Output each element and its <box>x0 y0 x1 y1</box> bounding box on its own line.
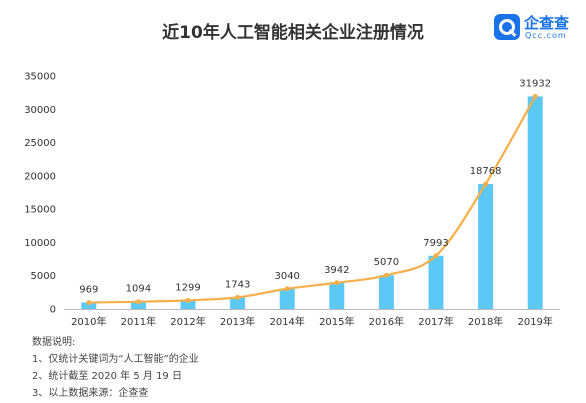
x-tick-label: 2017年 <box>418 315 453 328</box>
data-label: 1299 <box>175 282 200 293</box>
x-tick-label: 2018年 <box>468 315 503 328</box>
search-icon <box>494 14 520 40</box>
y-tick-label: 30000 <box>24 105 56 116</box>
data-label: 18768 <box>470 166 502 177</box>
data-labels: 969 1094 1299 1743 3040 3942 5070 7993 18768 3193… <box>79 78 551 295</box>
x-tick-label: 2014年 <box>269 315 304 328</box>
bar <box>230 297 246 309</box>
bars <box>81 96 543 310</box>
chart-title: 近10年人工智能相关企业注册情况 <box>162 23 424 43</box>
trend-point <box>433 253 439 259</box>
brand-logo: 企查查 Qcc.com <box>494 12 578 46</box>
y-tick-label: 10000 <box>24 238 56 249</box>
brand-name: 企查查 <box>524 14 570 32</box>
x-axis: 2010年 2011年 2012年 2013年 2014年 2015年 2016年 2017年… <box>71 315 553 328</box>
trend-points <box>86 93 538 306</box>
x-tick-label: 2011年 <box>121 315 156 328</box>
bar <box>130 301 146 309</box>
brand-domain: Qcc.com <box>525 31 567 40</box>
trend-line <box>88 95 537 304</box>
y-axis: 0 5000 10000 15000 20000 25000 30000 35000 <box>24 72 56 316</box>
trend-point <box>483 181 489 187</box>
bar <box>428 255 444 309</box>
x-tick-label: 2013年 <box>220 315 255 328</box>
x-tick-label: 2016年 <box>369 315 404 328</box>
data-label: 969 <box>79 285 98 296</box>
bar <box>329 282 345 309</box>
trend-point <box>185 297 191 303</box>
y-tick-label: 5000 <box>31 271 56 282</box>
data-notes: 数据说明: 1、仅统计关键词为“人工智能”的企业 2、统计截至 2020 年 5… <box>32 334 199 402</box>
notes-line: 3、以上数据来源：企查查 <box>32 388 149 399</box>
bar <box>378 275 394 309</box>
y-tick-label: 35000 <box>24 72 56 83</box>
bar-chart: 0 5000 10000 15000 20000 25000 30000 35000 969 1… <box>24 72 560 328</box>
y-tick-label: 20000 <box>24 171 56 182</box>
y-tick-label: 15000 <box>24 205 56 216</box>
bar <box>478 184 494 309</box>
x-tick-label: 2010年 <box>71 315 106 328</box>
trend-point <box>532 93 538 99</box>
trend-point <box>86 300 92 306</box>
notes-line: 1、仅统计关键词为“人工智能”的企业 <box>32 354 199 365</box>
trend-point <box>284 286 290 292</box>
bar <box>81 302 97 309</box>
trend-point <box>235 294 241 300</box>
notes-heading: 数据说明: <box>32 337 76 348</box>
bar <box>180 300 196 309</box>
trend-point <box>334 280 340 286</box>
data-label: 7993 <box>423 238 448 249</box>
trend-point <box>135 299 141 305</box>
x-tick-label: 2015年 <box>319 315 354 328</box>
bar <box>527 96 543 310</box>
data-label: 5070 <box>374 257 399 268</box>
bar <box>279 288 295 309</box>
data-label: 1094 <box>126 284 151 295</box>
y-tick-label: 25000 <box>24 138 56 149</box>
x-tick-label: 2019年 <box>517 315 552 328</box>
y-tick-label: 0 <box>50 305 56 316</box>
x-tick-label: 2012年 <box>170 315 205 328</box>
trend-point <box>383 272 389 278</box>
data-label: 1743 <box>225 279 250 290</box>
data-label: 3942 <box>324 265 349 276</box>
notes-line: 2、统计截至 2020 年 5 月 19 日 <box>32 371 182 382</box>
data-label: 3040 <box>274 271 299 282</box>
data-label: 31932 <box>519 78 551 89</box>
